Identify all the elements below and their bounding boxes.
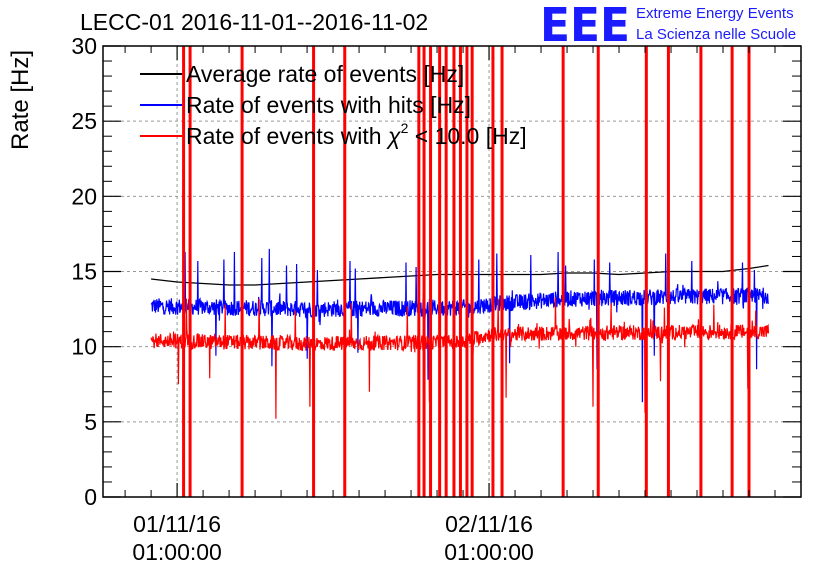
legend: Average rate of events [Hz] Rate of event…	[140, 61, 527, 149]
y-tick-label: 10	[71, 334, 97, 360]
legend-entry-0: Average rate of events [Hz]	[186, 61, 464, 87]
x-tick-label-date: 01/11/16	[133, 511, 221, 537]
series-line-average	[151, 264, 769, 286]
eee-logo-mark: EEE	[540, 0, 630, 52]
legend-entry-2: Rate of events with χ2 < 10.0 [Hz]	[186, 120, 527, 149]
x-tick-label-time: 01:00:00	[444, 539, 534, 565]
y-tick-label: 15	[71, 259, 97, 285]
axes: 05101520253001/11/1601:00:0002/11/1601:0…	[71, 33, 801, 565]
eee-logo-line1: Extreme Energy Events	[636, 5, 794, 22]
y-tick-label: 0	[84, 484, 97, 510]
y-tick-label: 30	[71, 33, 97, 59]
eee-logo-line2: La Scienza nelle Scuole	[636, 26, 796, 43]
x-tick-label-date: 02/11/16	[445, 511, 533, 537]
y-tick-label: 20	[71, 183, 97, 209]
chart-title: LECC-01 2016-11-01--2016-11-02	[80, 9, 428, 35]
x-tick-label-time: 01:00:00	[132, 539, 222, 565]
y-tick-label: 25	[71, 108, 97, 134]
eee-logo: EEE Extreme Energy Events La Scienza nel…	[540, 0, 796, 52]
legend-entry-1: Rate of events with hits [Hz]	[186, 92, 471, 118]
y-tick-label: 5	[84, 409, 97, 435]
series-layer	[150, 46, 770, 497]
y-axis-title: Rate [Hz]	[7, 50, 34, 150]
